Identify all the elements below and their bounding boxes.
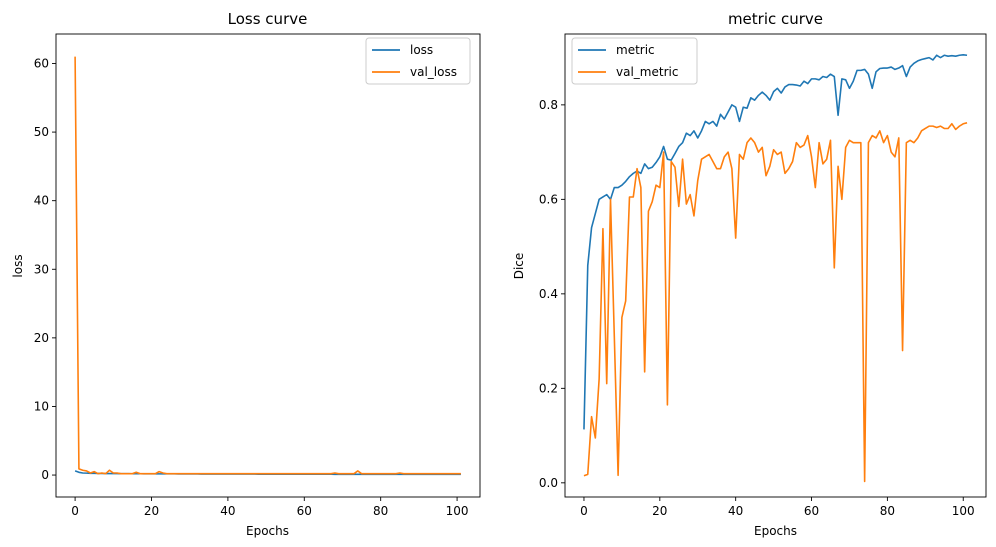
loss-curve-xtick-label: 100 bbox=[446, 504, 469, 518]
metric-curve-title: metric curve bbox=[728, 10, 823, 28]
loss-curve-xtick-label: 60 bbox=[297, 504, 312, 518]
loss-curve-xtick-label: 40 bbox=[220, 504, 235, 518]
metric-curve-ytick-label: 0.8 bbox=[539, 98, 558, 112]
metric-curve-ylabel: Dice bbox=[512, 253, 526, 280]
metric-curve-xtick-label: 100 bbox=[952, 504, 975, 518]
loss-curve-ytick-label: 20 bbox=[34, 331, 49, 345]
metric-curve-ytick-label: 0.6 bbox=[539, 192, 558, 206]
metric-curve-legend-label-val_metric: val_metric bbox=[616, 65, 678, 79]
loss-curve-ylabel: loss bbox=[11, 254, 25, 277]
loss-curve-xtick-label: 20 bbox=[144, 504, 159, 518]
loss-curve-xtick-label: 80 bbox=[373, 504, 388, 518]
loss-curve-xtick-label: 0 bbox=[71, 504, 79, 518]
loss-curve-panel: Loss curve Epochs loss 0 20 40 60 80 100 0 10 20… bbox=[11, 10, 481, 538]
loss-curve-title: Loss curve bbox=[228, 10, 308, 28]
metric-curve-axes-frame bbox=[564, 33, 987, 498]
loss-curve-ytick-label: 30 bbox=[34, 262, 49, 276]
loss-curve-legend-label-val_loss: val_loss bbox=[410, 65, 457, 79]
loss-curve-legend-label-loss: loss bbox=[410, 43, 433, 57]
loss-curve-ytick-label: 10 bbox=[34, 399, 49, 413]
metric-curve-series-metric bbox=[583, 53, 968, 430]
loss-curve-axes-frame bbox=[55, 33, 481, 498]
metric-curve-ytick-label: 0.0 bbox=[539, 476, 558, 490]
metric-curve-legend-label-metric: metric bbox=[616, 43, 655, 57]
metric-curve-xlabel: Epochs bbox=[754, 524, 797, 538]
metric-curve-xtick-label: 20 bbox=[652, 504, 667, 518]
metric-curve-ytick-label: 0.4 bbox=[539, 287, 558, 301]
metric-curve-xtick-label: 80 bbox=[880, 504, 895, 518]
loss-curve-ytick-label: 0 bbox=[41, 468, 49, 482]
loss-curve-ytick-label: 60 bbox=[34, 56, 49, 70]
loss-curve-ytick-label: 50 bbox=[34, 125, 49, 139]
loss-curve-ytick-label: 40 bbox=[34, 194, 49, 208]
metric-curve-xtick-label: 60 bbox=[804, 504, 819, 518]
loss-curve-xlabel: Epochs bbox=[246, 524, 289, 538]
metric-curve-xtick-label: 0 bbox=[580, 504, 588, 518]
loss-curve-series-val_loss bbox=[74, 56, 461, 475]
metric-curve-panel: metric curve Epochs Dice 0 20 40 60 80 100 0.0… bbox=[512, 10, 987, 538]
metric-curve-xtick-label: 40 bbox=[728, 504, 743, 518]
metric-curve-series-val_metric bbox=[583, 122, 968, 483]
metric-curve-ytick-label: 0.2 bbox=[539, 381, 558, 395]
